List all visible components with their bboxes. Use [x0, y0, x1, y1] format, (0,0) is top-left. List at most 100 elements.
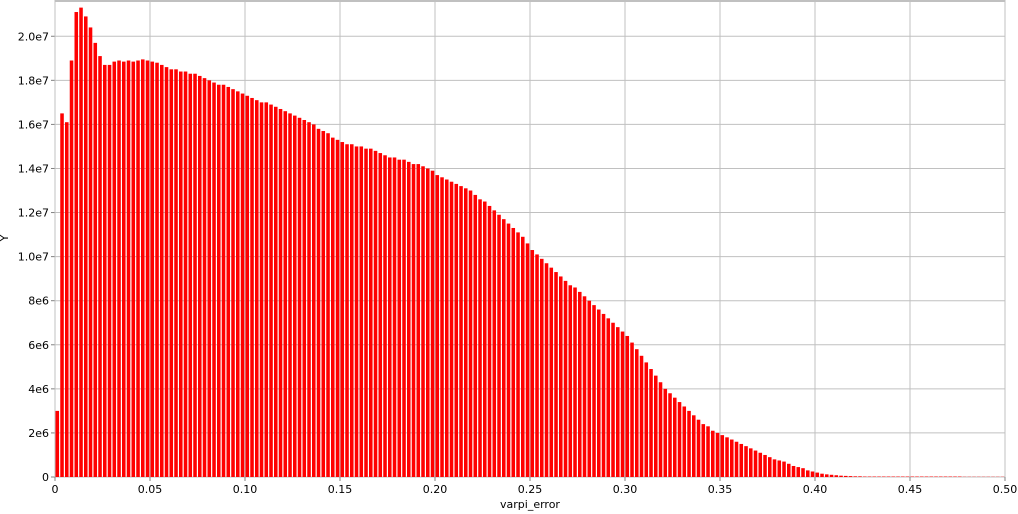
bar: [226, 86, 231, 477]
bar: [578, 291, 582, 477]
bar: [445, 179, 449, 477]
bar: [763, 454, 767, 477]
bar: [388, 157, 392, 478]
bar: [815, 472, 820, 477]
bar: [131, 61, 136, 477]
bar: [787, 463, 791, 477]
bar: [112, 61, 117, 477]
bar: [630, 342, 634, 477]
bar: [772, 459, 777, 477]
x-tick-label: 0.05: [138, 483, 163, 496]
bar: [682, 406, 687, 477]
bar: [601, 313, 606, 477]
bar: [497, 214, 501, 477]
bar: [511, 227, 516, 477]
bar: [402, 159, 406, 477]
bar: [487, 205, 492, 477]
bar: [492, 210, 497, 477]
y-tick-label: 2.0e7: [18, 30, 49, 43]
bar: [540, 258, 544, 477]
bar: [473, 194, 478, 478]
bar: [449, 181, 454, 477]
bar: [307, 122, 311, 477]
bar: [136, 60, 140, 477]
bar: [725, 437, 729, 477]
bar: [639, 355, 644, 477]
bar: [198, 75, 202, 477]
bar: [620, 331, 625, 477]
bar: [654, 375, 658, 477]
bar: [411, 164, 416, 477]
bar: [188, 73, 193, 477]
bar: [568, 285, 573, 477]
bar: [635, 349, 639, 477]
bar: [521, 236, 525, 477]
bar: [278, 108, 283, 478]
bar: [658, 382, 663, 477]
bar: [801, 468, 805, 477]
bar: [616, 327, 620, 477]
bar: [734, 441, 739, 477]
bar: [777, 460, 782, 477]
bar: [744, 446, 748, 477]
bar: [663, 388, 668, 477]
bar: [340, 142, 345, 477]
x-tick-label: 0: [52, 483, 59, 496]
bar: [483, 201, 487, 477]
bar: [350, 144, 354, 478]
bar: [844, 475, 848, 477]
bar: [269, 104, 273, 478]
bar: [858, 476, 862, 477]
bar: [834, 475, 839, 477]
bar: [677, 402, 682, 477]
bar: [288, 113, 292, 477]
bar: [848, 476, 853, 477]
bar: [611, 322, 615, 477]
bar: [796, 467, 801, 477]
y-tick-label: 1.8e7: [18, 74, 49, 87]
x-tick-label: 0.15: [328, 483, 353, 496]
bar: [145, 60, 150, 477]
bar: [74, 12, 79, 477]
labels: 0 2e6 4e6 6e6 8e6 1.0e7 1.2e7 1.4e7 1.6e7 1.8e7 2.…: [18, 30, 1018, 496]
bar: [853, 476, 858, 477]
bar: [250, 97, 254, 478]
bar: [183, 71, 188, 477]
bar: [810, 471, 815, 477]
bar: [506, 223, 511, 477]
bar: [730, 439, 734, 477]
x-axis-label: varpi_error: [500, 498, 560, 511]
bar: [274, 106, 278, 478]
bar: [369, 148, 373, 478]
y-tick-label: 2e6: [28, 427, 49, 440]
x-tick-label: 0.20: [423, 483, 448, 496]
bar: [502, 219, 506, 477]
bar: [435, 175, 440, 477]
bar: [525, 243, 530, 477]
bar: [549, 267, 554, 477]
bar: [217, 84, 221, 478]
bar: [283, 111, 288, 478]
bar: [126, 60, 131, 477]
bar: [554, 272, 558, 477]
bar: [69, 60, 74, 477]
bar: [335, 139, 340, 478]
bar: [806, 470, 810, 477]
bar: [459, 186, 463, 477]
bar: [563, 280, 568, 477]
bar: [649, 369, 653, 477]
bar: [829, 474, 834, 477]
bar: [687, 410, 691, 477]
bar: [454, 183, 459, 477]
bar: [625, 335, 630, 477]
bar: [692, 415, 696, 477]
bar: [240, 93, 245, 478]
bar: [392, 157, 397, 478]
bar: [169, 69, 174, 477]
bar: [174, 69, 178, 477]
x-tick-label: 0.30: [613, 483, 638, 496]
bar: [407, 161, 411, 478]
y-tick-label: 1.4e7: [18, 162, 49, 175]
bar: [673, 397, 677, 477]
bar: [259, 102, 264, 478]
